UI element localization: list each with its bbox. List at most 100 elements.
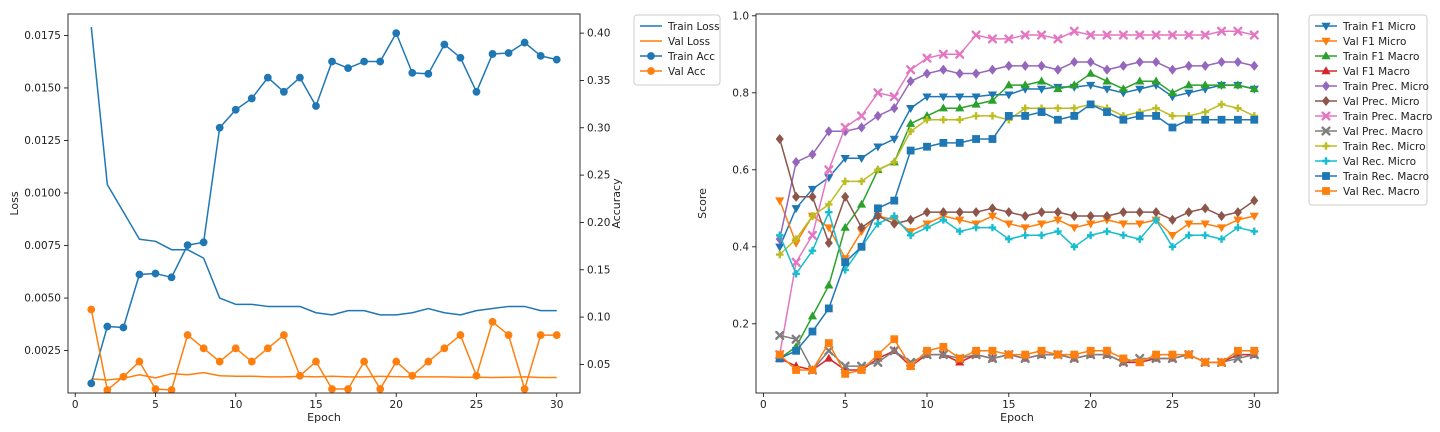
series-train-prec-macro [775,26,1259,360]
train-prec-macro-point [807,230,818,240]
train-prec-macro-point [1053,34,1063,44]
val-rec-macro-point [1119,354,1128,363]
train-acc-point [199,238,208,247]
val-rec-macro-point [1021,350,1030,359]
val-prec-micro-point [1021,210,1030,222]
train-f1-micro-point [791,205,801,214]
train-prec-micro-point [1201,60,1210,71]
train-prec-micro-point [1168,64,1177,75]
train-prec-macro-point [791,257,801,267]
legend-label: Val Acc [668,66,706,78]
val-rec-micro-point [890,212,899,220]
val-prec-micro-point [1004,207,1013,218]
train-prec-micro-point [873,110,882,121]
legend-item: Val Rec. Macro [1315,186,1420,198]
x-tick-label: 30 [550,399,563,411]
y-tick-label: 0.6 [732,164,749,176]
train-f1-macro-point [1135,76,1145,85]
legend-marker [647,67,655,75]
train-prec-micro-point [939,64,948,75]
train-f1-macro-point [906,118,916,127]
train-f1-macro-point [1036,76,1047,85]
val-prec-micro-point [1135,207,1144,218]
val-rec-macro-point [1054,350,1062,359]
train-f1-micro-point [938,93,948,102]
train-prec-macro-point [971,30,981,40]
train-prec-macro-point [1020,30,1030,40]
legend-marker [1321,80,1331,92]
val-rec-micro-line [779,211,1255,275]
train-f1-macro-point [1200,80,1210,89]
train-rec-macro-point [988,135,997,143]
val-rec-macro-point [1070,350,1079,359]
legend-item: Train Acc [640,51,715,63]
train-rec-macro-point [955,138,964,147]
train-f1-macro-point [1184,80,1194,89]
train-acc-point [456,53,465,62]
plot-area [775,26,1259,378]
train-rec-micro-point [955,116,964,124]
y-tick-label: 0.4 [732,241,749,253]
val-acc-point [215,357,224,366]
train-f1-macro-point [1004,80,1014,89]
val-prec-micro-point [1037,207,1046,218]
val-rec-macro-point [1086,346,1095,355]
val-prec-micro-point [988,203,997,214]
legend-item: Val Prec. Micro [1315,96,1419,108]
val-rec-macro-point [1201,358,1210,367]
val-rec-macro-point [808,366,817,374]
val-rec-macro-point [939,343,948,351]
train-f1-micro-point [971,93,981,102]
legend-label: Train Rec. Micro [1342,141,1426,153]
train-acc-point [263,73,272,82]
train-f1-macro-point [807,311,818,320]
val-rec-macro-point [906,362,915,371]
val-prec-micro-point [1250,195,1259,206]
val-acc-point [344,385,352,393]
val-f1-micro-point [775,197,785,206]
train-f1-micro-point [1135,85,1145,94]
val-rec-micro-point [955,227,964,236]
val-rec-macro-point [1184,350,1193,359]
legend-item: Val Rec. Micro [1315,156,1416,168]
y-tick-label: 1.0 [732,10,749,22]
val-prec-micro-point [775,133,784,145]
train-prec-macro-point [938,49,948,59]
train-f1-macro-point [1053,84,1063,93]
train-rec-macro-point [1070,112,1079,120]
val-f1-micro-line [779,200,1255,260]
val-acc-point [440,344,449,353]
train-acc-point [552,55,561,64]
train-f1-macro-point [856,199,867,208]
train-acc-point [536,51,545,60]
val-rec-micro-point [1037,231,1046,240]
val-f1-micro-point [1020,224,1030,233]
train-prec-micro-point [1250,60,1259,71]
val-rec-macro-point [1250,346,1259,355]
val-prec-micro-point [1053,207,1062,218]
train-rec-micro-point [841,177,849,186]
train-prec-macro-point [906,65,916,75]
val-acc-point [103,386,112,393]
train-prec-micro-point [1152,56,1161,68]
train-prec-macro-point [1004,34,1014,44]
val-prec-micro-point [857,222,866,233]
val-prec-micro-point [824,237,833,249]
y-tick-label: 0.0075 [24,240,61,252]
train-f1-macro-point [987,95,998,104]
train-f1-micro-point [955,93,965,102]
y-axis-label: Score [696,188,709,219]
train-rec-micro-point [1070,104,1079,112]
train-f1-macro-point [1249,84,1259,93]
y-tick-label: 0.0175 [24,30,61,42]
train-rec-macro-point [972,135,980,143]
train-prec-micro-point [1135,56,1144,68]
val-rec-macro-point [841,369,850,378]
val-acc-point [135,357,144,366]
train-rec-macro-point [906,146,915,155]
chart-2: 0 5 10 15 20 25 30 0.2 0.4 0.6 0.8 1.0 Epoch Score Tra… [696,10,1432,424]
val-rec-micro-point [1217,235,1226,243]
val-rec-micro-point [1185,231,1193,240]
train-prec-macro-point [824,165,834,175]
